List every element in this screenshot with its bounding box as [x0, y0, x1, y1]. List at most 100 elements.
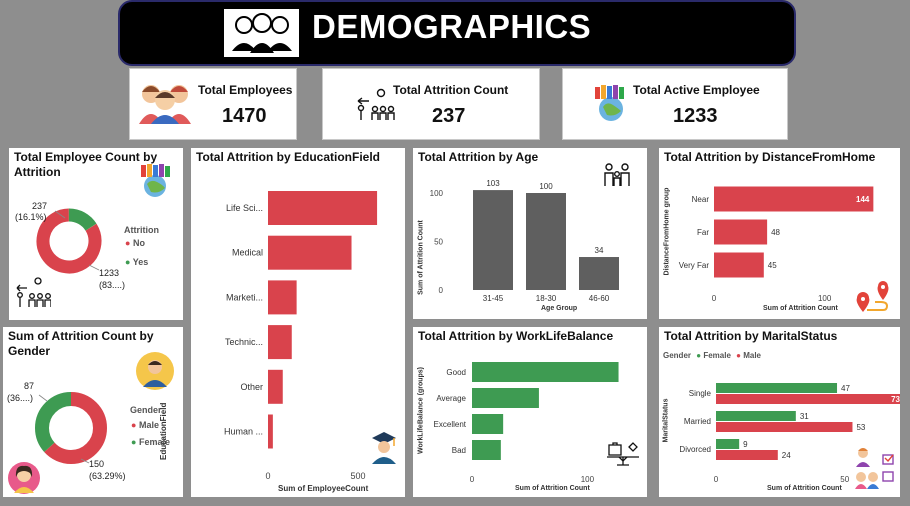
panel-title: Total Attrition by WorkLifeBalance — [418, 329, 614, 343]
legend-title: Gender — [663, 351, 692, 360]
kpi-value: 1233 — [673, 105, 718, 127]
bar[interactable] — [714, 186, 874, 212]
bar[interactable] — [268, 414, 273, 449]
legend-item-male[interactable]: ● Male — [131, 420, 159, 430]
bar[interactable] — [268, 235, 352, 270]
legend-label: Yes — [132, 257, 149, 267]
kpi-total-active[interactable]: Total Active Employee 1233 — [562, 68, 788, 140]
data-label: 237 — [32, 201, 48, 211]
legend-dot-icon: ● — [125, 257, 131, 267]
kpi-label: Total Employees — [198, 83, 293, 97]
category-label: Married — [684, 417, 711, 426]
kpi-total-employees[interactable]: Total Employees 1470 — [129, 68, 297, 140]
category-label: 31-45 — [483, 294, 504, 303]
bar[interactable] — [268, 191, 378, 225]
people-leaving-icon — [355, 87, 395, 121]
category-label: Bad — [452, 446, 466, 455]
panel-marital[interactable]: Total Attrition by MaritalStatus Gender … — [659, 327, 900, 497]
axis-label-x: Sum of Attrition Count — [515, 485, 590, 492]
couple-checklist-icon — [853, 445, 897, 491]
panel-worklife[interactable]: Total Attrition by WorkLifeBalance Good A… — [413, 327, 647, 497]
bar[interactable] — [268, 325, 292, 360]
data-label: 24 — [782, 451, 791, 460]
bar-male[interactable] — [716, 394, 900, 404]
axis-label-y: EducationField — [159, 402, 168, 460]
globe-people-icon — [135, 162, 175, 198]
bar[interactable] — [268, 280, 297, 315]
data-label: (36....) — [7, 393, 34, 403]
bar[interactable] — [268, 369, 283, 404]
bar[interactable] — [472, 388, 539, 408]
legend-label[interactable]: Female — [703, 351, 731, 360]
category-label: 18-30 — [536, 294, 557, 303]
axis-label-y: Sum of Attrition Count — [417, 220, 425, 295]
kpi-total-attrition[interactable]: Total Attrition Count 237 — [322, 68, 540, 140]
category-label: Near — [692, 195, 710, 204]
bar[interactable] — [714, 252, 764, 278]
panel-title: Total Attrition by DistanceFromHome — [664, 150, 876, 164]
data-label: 34 — [595, 246, 604, 255]
donut-gender — [35, 392, 107, 464]
axis-label-x: Sum of Attrition Count — [767, 485, 842, 492]
data-label: (16.1%) — [15, 212, 47, 222]
panel-employee-by-attrition[interactable]: Total Employee Count by Attrition 237 (1… — [9, 148, 183, 320]
category-label: Average — [436, 394, 466, 403]
tick-label: 0 — [439, 286, 444, 295]
donut-slice-yes[interactable] — [33, 205, 105, 277]
location-route-icon — [853, 278, 893, 314]
category-label: Marketi... — [226, 292, 263, 302]
data-label: 47 — [841, 384, 850, 393]
worklife-chart: Good Average Excellent Bad 0 100 — [434, 362, 619, 484]
legend-dot-icon: ● — [736, 351, 741, 360]
bar[interactable] — [472, 414, 504, 434]
bar[interactable] — [579, 257, 619, 290]
tick-label: 50 — [840, 475, 849, 484]
tick-label: 100 — [430, 189, 444, 198]
bar[interactable] — [472, 440, 501, 460]
legend-label[interactable]: Male — [743, 351, 762, 360]
tick-label: 100 — [818, 294, 832, 303]
data-label: 100 — [539, 182, 553, 191]
axis-label-x: Sum of Attrition Count — [763, 305, 838, 312]
bar-female[interactable] — [716, 383, 838, 393]
bar[interactable] — [526, 193, 566, 290]
panel-age[interactable]: Total Attrition by Age 0 50 100 103 31-45 100… — [413, 148, 647, 319]
category-label: Other — [240, 382, 263, 392]
kpi-label: Total Active Employee — [633, 83, 760, 97]
tick-label: 0 — [712, 294, 717, 303]
bar[interactable] — [714, 219, 768, 245]
legend-item-no[interactable]: ● No — [125, 238, 145, 248]
people-leaving-icon — [15, 276, 52, 308]
legend-label: Male — [138, 420, 159, 430]
donut-slice-female[interactable] — [35, 392, 107, 464]
axis-label-x: Age Group — [541, 305, 578, 312]
legend-item-female[interactable]: ● Female — [131, 437, 170, 447]
data-label: (63.29%) — [89, 471, 126, 481]
panel-education-field[interactable]: Total Attrition by EducationField Educat… — [159, 148, 405, 497]
panel-distance[interactable]: Total Attrition by DistanceFromHome Near… — [659, 148, 900, 319]
tick-label: 100 — [581, 475, 595, 484]
tick-label: 0 — [714, 475, 719, 484]
distance-chart: Near 144 Far 48 Very Far 45 0 100 — [679, 186, 874, 303]
bar[interactable] — [473, 190, 513, 290]
people-group-icon — [224, 9, 299, 57]
data-label: 53 — [856, 423, 865, 432]
legend-label: Female — [138, 437, 170, 447]
legend-title: Gender — [130, 405, 162, 415]
category-label: Medical — [232, 248, 263, 258]
category-label: 46-60 — [589, 294, 610, 303]
bar-female[interactable] — [716, 411, 796, 421]
data-label: 150 — [89, 459, 105, 469]
legend-item-yes[interactable]: ● Yes — [125, 257, 148, 267]
panel-attrition-by-gender[interactable]: Sum of Attrition Count by Gender 87 (36.… — [3, 327, 183, 497]
bar-male[interactable] — [716, 422, 853, 432]
tick-label: 500 — [350, 471, 365, 481]
category-label: Good — [446, 368, 466, 377]
bar-male[interactable] — [716, 450, 778, 460]
legend: Gender ● Female ● Male — [663, 351, 761, 360]
data-label: 9 — [743, 440, 748, 449]
male-avatar-icon — [135, 351, 175, 391]
bar-female[interactable] — [716, 439, 740, 449]
bar[interactable] — [472, 362, 619, 382]
category-label: Very Far — [679, 261, 710, 270]
